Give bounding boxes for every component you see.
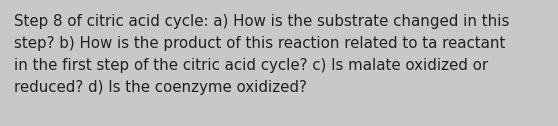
Text: in the first step of the citric acid cycle? c) Is malate oxidized or: in the first step of the citric acid cyc… <box>14 58 488 73</box>
Text: Step 8 of citric acid cycle: a) How is the substrate changed in this: Step 8 of citric acid cycle: a) How is t… <box>14 14 509 29</box>
Text: reduced? d) Is the coenzyme oxidized?: reduced? d) Is the coenzyme oxidized? <box>14 80 307 95</box>
Text: step? b) How is the product of this reaction related to ta reactant: step? b) How is the product of this reac… <box>14 36 506 51</box>
